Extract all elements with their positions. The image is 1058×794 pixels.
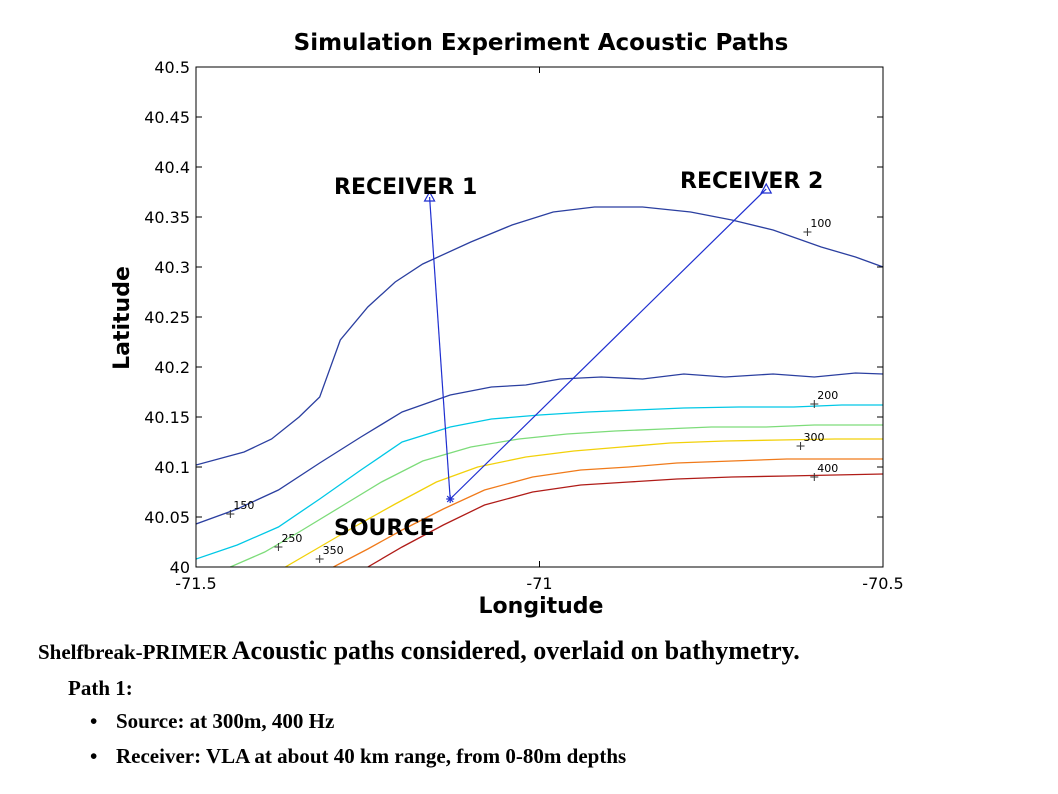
- y-tick-label: 40.15: [144, 408, 190, 427]
- bullet-source-text: Source: at 300m, 400 Hz: [116, 709, 335, 733]
- contour-100m: [196, 206, 883, 466]
- y-tick-label: 40: [170, 558, 190, 577]
- depth-marker-100: [803, 228, 812, 236]
- x-tick-label: -70.5: [862, 574, 903, 593]
- depth-marker-250: [274, 543, 283, 551]
- contour-350m: [333, 458, 883, 567]
- bathymetry-chart: Simulation Experiment Acoustic Paths 100…: [110, 30, 904, 619]
- receiver-1-label: RECEIVER 1: [334, 175, 477, 200]
- depth-label-300: 300: [804, 431, 825, 444]
- chart-title: Simulation Experiment Acoustic Paths: [294, 30, 789, 56]
- depth-label-150: 150: [233, 499, 254, 512]
- receiver-2-marker: [760, 182, 773, 194]
- y-tick-label: 40.2: [154, 358, 190, 377]
- depth-marker-350: [315, 555, 324, 563]
- x-axis-label: Longitude: [479, 594, 604, 619]
- axes-frame: [195, 66, 884, 568]
- acoustic-path-1: [428, 196, 451, 500]
- depth-marker-300: [796, 442, 805, 450]
- contour-200m: [196, 404, 883, 560]
- y-tick-label: 40.35: [144, 208, 190, 227]
- path-heading: Path 1:: [68, 676, 133, 700]
- contour-group: [196, 206, 883, 567]
- axis-ticks: 40 40.05 40.1 40.15 40.2 40.25 40.3 40.35 40.4 40…: [144, 58, 904, 593]
- y-tick-label: 40.4: [154, 158, 190, 177]
- contour-300m: [284, 438, 883, 567]
- depth-label-100: 100: [810, 217, 831, 230]
- x-tick-label: -71: [526, 574, 552, 593]
- bullet-receiver: • Receiver: VLA at about 40 km range, fro…: [90, 744, 626, 769]
- y-tick-label: 40.3: [154, 258, 190, 277]
- receiver-1-marker: [423, 190, 436, 202]
- contour-250m: [230, 424, 883, 567]
- depth-marker-200: [810, 400, 819, 408]
- y-tick-label: 40.05: [144, 508, 190, 527]
- bullet-dot: •: [90, 744, 98, 768]
- y-tick-label: 40.25: [144, 308, 190, 327]
- y-tick-label: 40.5: [154, 58, 190, 77]
- bullet-receiver-text: Receiver: VLA at about 40 km range, from…: [116, 744, 627, 768]
- caption-main: Acoustic paths considered, overlaid on b…: [231, 636, 800, 665]
- contour-150m: [196, 372, 883, 525]
- caption-prefix: Shelfbreak-PRIMER: [38, 640, 228, 664]
- bullet-dot: •: [90, 709, 98, 733]
- depth-label-250: 250: [281, 532, 302, 545]
- plot-area: 100 150 200 250 300 350 400: [196, 182, 883, 567]
- bullet-source: • Source: at 300m, 400 Hz: [90, 709, 334, 734]
- source-label: SOURCE: [334, 516, 435, 541]
- x-tick-label: -71.5: [175, 574, 216, 593]
- y-axis-label: Latitude: [110, 266, 135, 370]
- depth-label-200: 200: [817, 389, 838, 402]
- caption-line: Shelfbreak-PRIMER Acoustic paths conside…: [38, 636, 800, 666]
- contour-400m: [367, 473, 883, 567]
- y-tick-label: 40.45: [144, 108, 190, 127]
- depth-label-400: 400: [817, 462, 838, 475]
- depth-marker-400: [810, 473, 819, 481]
- source-marker: [446, 495, 455, 503]
- depth-label-350: 350: [323, 544, 344, 557]
- y-tick-label: 40.1: [154, 458, 190, 477]
- depth-marker-150: [226, 510, 235, 518]
- receiver-2-label: RECEIVER 2: [680, 169, 823, 194]
- acoustic-path-2: [449, 188, 767, 500]
